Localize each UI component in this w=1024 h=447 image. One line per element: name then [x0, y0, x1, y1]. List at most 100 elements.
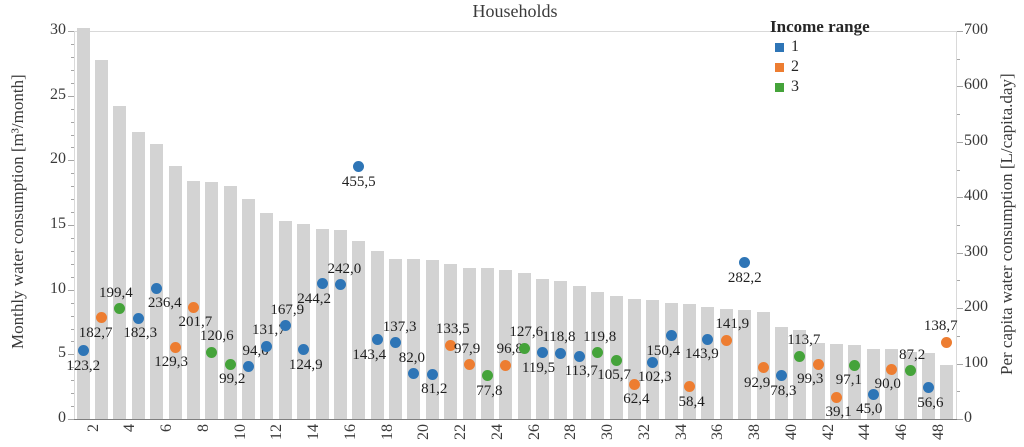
data-label: 39,1: [825, 404, 852, 421]
y-tick-label-left: 30: [50, 21, 66, 38]
left-axis-tick: [71, 82, 74, 84]
data-label: 120,6: [199, 328, 234, 345]
data-label: 92,9: [743, 374, 771, 391]
left-axis-tick: [71, 406, 74, 408]
x-tick-label: 34: [672, 424, 690, 440]
right-axis-tick: [957, 58, 960, 60]
left-axis-tick: [68, 31, 74, 32]
y-tick-label-right: 200: [964, 298, 988, 316]
x-tick-label: 14: [305, 424, 323, 440]
x-tick-label: 46: [893, 424, 911, 440]
right-axis-tick: [957, 391, 960, 393]
right-axis-tick: [957, 252, 963, 254]
scatter-point: [739, 257, 751, 269]
y-tick-label-right: 0: [964, 409, 972, 426]
legend-swatch-orange: [775, 62, 784, 72]
data-label: 62,4: [623, 391, 650, 408]
left-axis-tick: [71, 186, 74, 188]
scatter-point: [537, 347, 549, 359]
scatter-point: [775, 370, 787, 382]
right-axis-tick: [957, 308, 963, 310]
data-label: 97,1: [835, 372, 863, 389]
data-label: 131,7: [252, 322, 286, 338]
legend-title: Income range: [770, 17, 870, 36]
data-label: 124,9: [288, 356, 323, 373]
left-axis-tick: [71, 69, 74, 71]
data-label: 113,7: [564, 363, 598, 379]
legend-label: 3: [791, 78, 799, 95]
chart-title: Households: [472, 1, 558, 21]
bar: [168, 165, 182, 419]
data-label: 129,3: [154, 354, 188, 371]
data-label: 182,7: [78, 324, 113, 341]
data-label: 45,0: [856, 401, 883, 418]
left-axis-tick: [71, 43, 74, 45]
scatter-point: [831, 391, 843, 403]
data-label: 137,3: [382, 318, 417, 335]
left-axis-tick: [71, 328, 74, 330]
data-label: 97,9: [453, 340, 481, 357]
y-tick-label-left: 0: [58, 409, 66, 426]
right-axis-tick: [957, 141, 963, 143]
x-tick-label: 32: [635, 424, 653, 440]
scatter-point: [316, 278, 328, 290]
bar: [260, 213, 274, 419]
data-label: 77,8: [476, 382, 503, 399]
x-tick-label: 42: [819, 424, 837, 440]
data-label: 182,3: [123, 325, 158, 341]
x-tick-label: 30: [599, 424, 617, 440]
x-axis-line: [74, 419, 957, 420]
left-axis-tick: [71, 380, 74, 382]
scatter-point: [628, 378, 640, 390]
bar: [76, 28, 90, 419]
scatter-point: [132, 312, 144, 324]
left-axis-tick: [71, 237, 74, 239]
y-tick-label-right: 500: [964, 131, 988, 149]
scatter-point: [371, 334, 383, 345]
scatter-point: [849, 359, 861, 371]
data-label: 118,8: [542, 329, 576, 346]
data-label: 102,3: [637, 369, 672, 386]
data-label: 282,2: [727, 269, 762, 286]
scatter-point: [187, 301, 199, 313]
data-label: 90,0: [874, 376, 901, 393]
y-tick-label-right: 100: [964, 353, 988, 371]
x-tick-label: 22: [452, 424, 470, 440]
right-axis-tick: [957, 197, 963, 199]
bar: [940, 364, 954, 419]
scatter-point: [169, 341, 181, 353]
right-axis-tick: [957, 86, 963, 88]
data-label: 119,8: [583, 328, 617, 345]
x-tick-label: 44: [856, 424, 874, 440]
scatter-point: [279, 320, 291, 332]
left-axis-tick: [71, 56, 74, 58]
bar: [738, 310, 752, 419]
left-axis-tick: [71, 276, 74, 278]
data-label: 141,9: [715, 316, 750, 333]
scatter-point: [647, 356, 659, 368]
data-label: 150,4: [646, 342, 681, 359]
right-axis-tick: [957, 169, 960, 171]
data-label: 99,3: [797, 371, 824, 387]
left-axis-tick: [68, 419, 74, 420]
data-label: 78,3: [770, 382, 797, 399]
data-label: 99,2: [219, 371, 246, 387]
left-axis-tick: [71, 263, 74, 265]
scatter-point: [665, 330, 677, 342]
scatter-point: [426, 368, 438, 380]
x-tick-label: 28: [562, 424, 580, 440]
scatter-point: [886, 363, 898, 375]
data-label: 58,4: [678, 393, 705, 410]
bar: [407, 258, 421, 419]
left-axis-tick: [71, 108, 74, 110]
scatter-point: [463, 359, 475, 371]
legend-swatch-green: [775, 82, 784, 92]
x-tick-label: 48: [929, 424, 947, 440]
scatter-point: [114, 303, 126, 314]
data-label: 81,2: [421, 381, 448, 397]
data-label: 199,4: [99, 284, 133, 301]
x-tick-label: 20: [415, 424, 433, 440]
plot-border-left: [74, 31, 75, 419]
scatter-point: [243, 361, 255, 373]
